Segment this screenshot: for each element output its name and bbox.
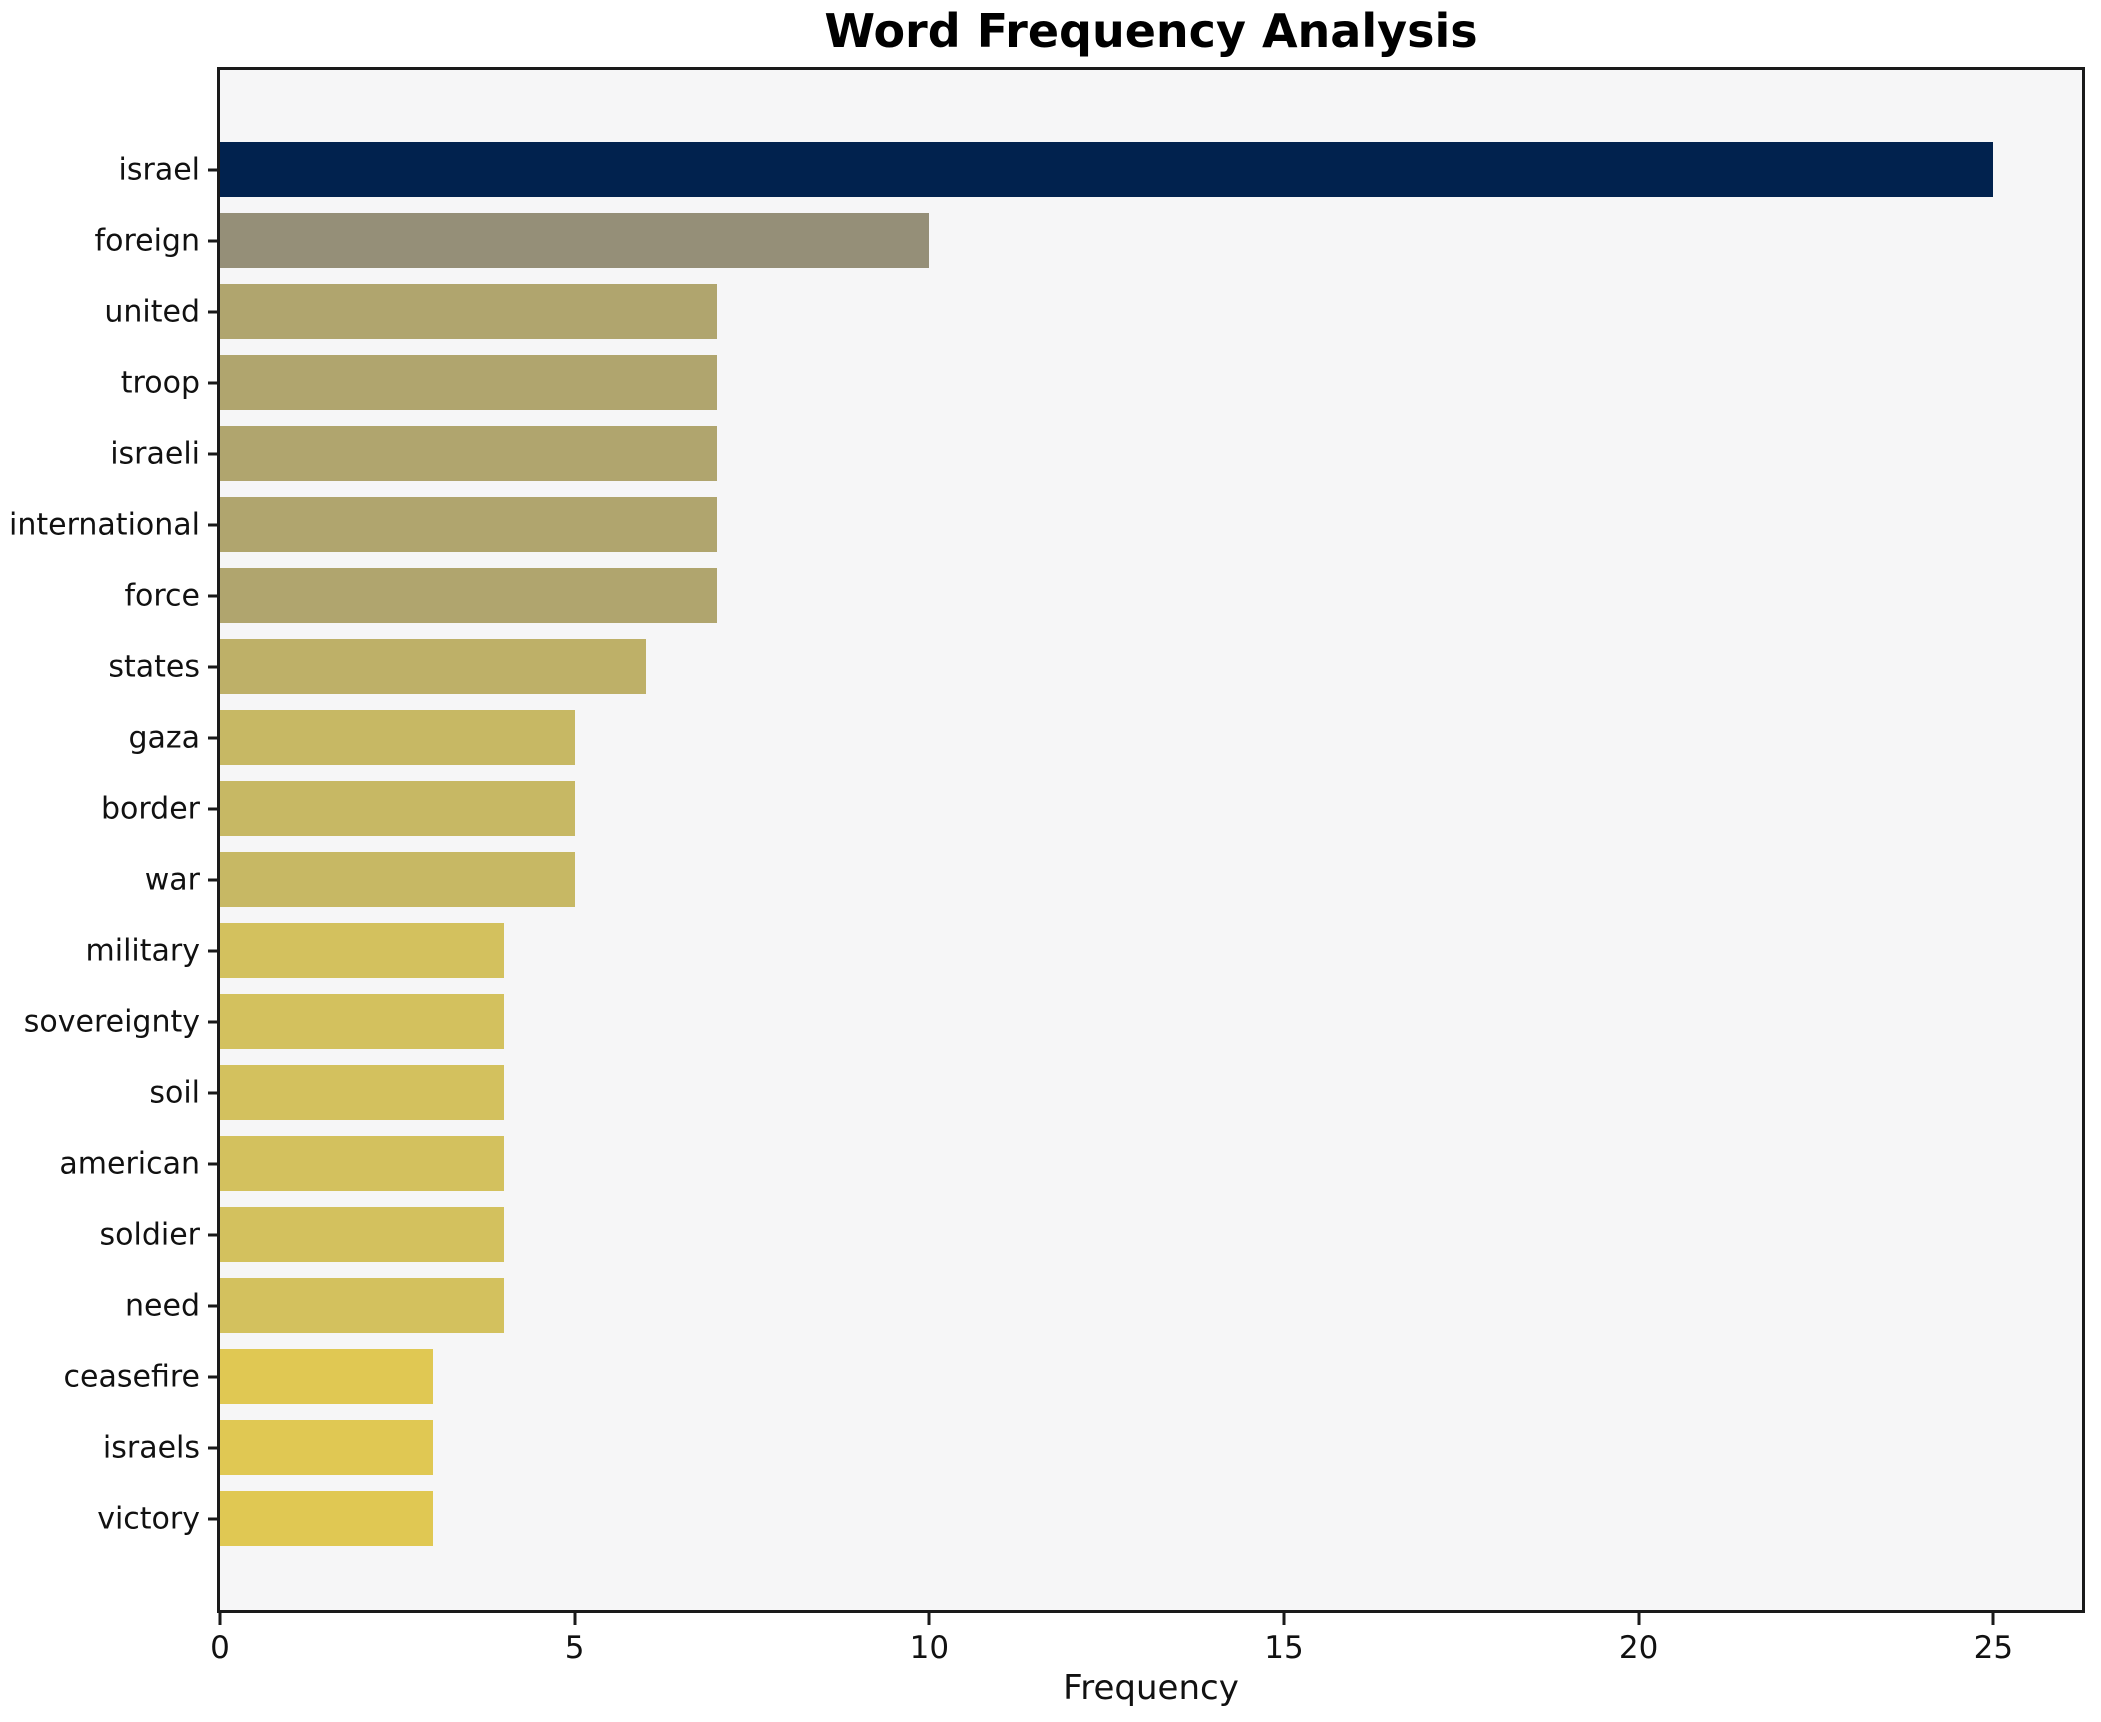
y-tick-mark (208, 168, 220, 171)
bar-united (220, 284, 717, 339)
bar-ceasefire (220, 1349, 433, 1404)
x-tick-label-10: 10 (909, 1630, 950, 1666)
y-tick-mark (208, 381, 220, 384)
y-tick-mark (208, 310, 220, 313)
bar-israels (220, 1420, 433, 1475)
bar-victory (220, 1491, 433, 1546)
y-tick-label-troop: troop (120, 365, 200, 400)
y-tick-mark (208, 1091, 220, 1094)
y-tick-mark (208, 665, 220, 668)
y-tick-label-need: need (125, 1288, 200, 1323)
y-tick-label-foreign: foreign (94, 223, 200, 258)
y-tick-label-soldier: soldier (99, 1217, 201, 1252)
x-tick-label-0: 0 (210, 1630, 230, 1666)
y-tick-mark (208, 1304, 220, 1307)
y-tick-mark (208, 807, 220, 810)
y-tick-label-sovereignty: sovereignty (23, 1004, 200, 1039)
bar-sovereignty (220, 994, 504, 1049)
y-tick-mark (208, 594, 220, 597)
x-tick-label-15: 15 (1264, 1630, 1304, 1666)
bar-force (220, 568, 717, 623)
y-tick-mark (208, 452, 220, 455)
y-tick-label-states: states (108, 649, 200, 684)
y-tick-label-international: international (9, 507, 200, 542)
y-tick-label-israels: israels (102, 1430, 200, 1465)
y-tick-label-border: border (100, 791, 200, 826)
y-tick-mark (208, 1233, 220, 1236)
bar-israeli (220, 426, 717, 481)
bar-foreign (220, 213, 930, 268)
y-tick-label-force: force (124, 578, 200, 613)
x-tick-label-20: 20 (1618, 1630, 1659, 1666)
y-tick-mark (208, 1375, 220, 1378)
y-tick-mark (208, 523, 220, 526)
bar-border (220, 781, 575, 836)
plot-border (217, 67, 2085, 1613)
y-tick-mark (208, 949, 220, 952)
chart-title: Word Frequency Analysis (824, 4, 1478, 58)
y-tick-mark (208, 736, 220, 739)
x-axis-title: Frequency (1063, 1668, 1239, 1708)
y-tick-mark (208, 878, 220, 881)
x-tick-mark (1282, 1613, 1286, 1625)
y-tick-label-israeli: israeli (110, 436, 200, 471)
x-tick-label-25: 25 (1973, 1630, 2014, 1666)
y-tick-label-united: united (104, 294, 200, 329)
x-tick-label-5: 5 (564, 1630, 585, 1666)
y-tick-label-ceasefire: ceasefire (63, 1359, 200, 1394)
y-tick-mark (208, 1020, 220, 1023)
y-tick-label-soil: soil (149, 1075, 200, 1110)
x-tick-mark (218, 1613, 222, 1625)
x-tick-mark (573, 1613, 577, 1625)
bar-military (220, 923, 504, 978)
bar-soldier (220, 1207, 504, 1262)
y-tick-mark (208, 239, 220, 242)
bar-need (220, 1278, 504, 1333)
x-tick-mark (1637, 1613, 1641, 1625)
bar-war (220, 852, 575, 907)
y-tick-label-war: war (144, 862, 200, 897)
bar-american (220, 1136, 504, 1191)
x-tick-mark (927, 1613, 931, 1625)
y-tick-label-victory: victory (97, 1501, 200, 1536)
bar-states (220, 639, 646, 694)
y-tick-label-israel: israel (118, 152, 200, 187)
x-tick-mark (1991, 1613, 1995, 1625)
y-tick-label-american: american (59, 1146, 200, 1181)
bar-troop (220, 355, 717, 410)
y-tick-label-military: military (85, 933, 200, 968)
bar-soil (220, 1065, 504, 1120)
plot-area (220, 70, 2082, 1610)
bar-israel (220, 142, 1994, 197)
y-tick-mark (208, 1446, 220, 1449)
y-tick-mark (208, 1517, 220, 1520)
bar-international (220, 497, 717, 552)
y-tick-label-gaza: gaza (128, 720, 200, 755)
y-tick-mark (208, 1162, 220, 1165)
bar-gaza (220, 710, 575, 765)
